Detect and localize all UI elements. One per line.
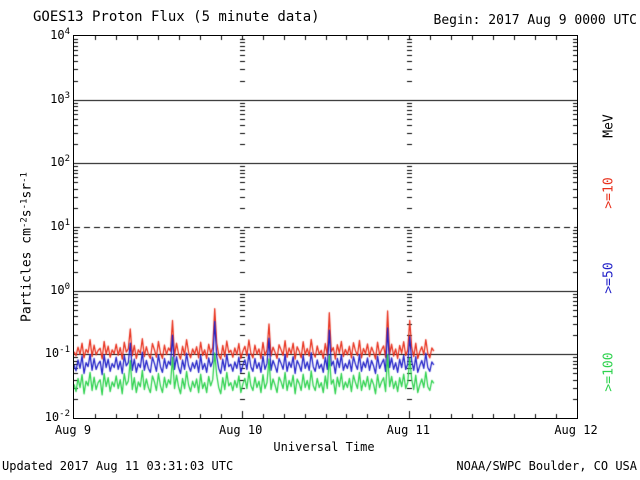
y-tick-exponent: 4 bbox=[64, 27, 70, 37]
x-axis-title: Universal Time bbox=[273, 440, 375, 454]
y-tick-base: 10 bbox=[50, 28, 65, 42]
y-tick-base: 10 bbox=[50, 219, 65, 233]
updated-timestamp: Updated 2017 Aug 11 03:31:03 UTC bbox=[2, 459, 234, 473]
y-tick-label: 102 bbox=[50, 154, 70, 170]
y-tick-exponent: 0 bbox=[64, 281, 70, 292]
right-axis-label-text: >=10 bbox=[601, 177, 617, 209]
y-axis-title-part: -1 bbox=[19, 198, 30, 210]
chart-title: GOES13 Proton Flux (5 minute data) bbox=[33, 9, 320, 25]
y-tick-base: 10 bbox=[44, 346, 60, 361]
y-tick-label: 10-1 bbox=[45, 345, 70, 361]
y-tick-exponent: 1 bbox=[64, 218, 70, 228]
y-tick-label: 10-2 bbox=[45, 409, 70, 425]
y-tick-exponent: -1 bbox=[59, 345, 70, 356]
y-axis-title-part: Particles cm bbox=[19, 228, 35, 322]
x-tick-label: Aug 11 bbox=[386, 423, 431, 437]
y-axis-title-part: sr bbox=[19, 182, 35, 199]
y-tick-label: 103 bbox=[50, 91, 70, 107]
y-axis-title-part: s bbox=[19, 209, 35, 218]
y-axis-title-part: -2 bbox=[19, 217, 30, 229]
begin-timestamp: Begin: 2017 Aug 9 0000 UTC bbox=[433, 13, 638, 28]
y-tick-base: 10 bbox=[50, 155, 65, 170]
right-axis-label-text: MeV bbox=[601, 114, 617, 138]
right-axis-label-text: >=100 bbox=[601, 352, 617, 392]
y-tick-exponent: 2 bbox=[64, 154, 70, 165]
source-credit: NOAA/SWPC Boulder, CO USA bbox=[456, 459, 637, 473]
y-tick-base: 10 bbox=[50, 91, 65, 106]
y-axis-title-text: Particles cm-2s-1sr-1 bbox=[20, 172, 35, 322]
y-tick-label: 100 bbox=[50, 282, 70, 298]
y-tick-label: 101 bbox=[50, 218, 70, 234]
y-tick-base: 10 bbox=[44, 410, 60, 424]
x-tick-label: Aug 10 bbox=[218, 423, 263, 437]
x-tick-label: Aug 12 bbox=[554, 423, 598, 437]
y-tick-exponent: -2 bbox=[59, 409, 70, 419]
y-axis-title-part: -1 bbox=[19, 172, 30, 183]
x-tick-label: Aug 9 bbox=[54, 423, 92, 437]
right-axis-label-text: >=50 bbox=[601, 262, 617, 294]
plot-area bbox=[73, 35, 578, 419]
y-tick-base: 10 bbox=[50, 282, 65, 297]
y-tick-exponent: 3 bbox=[64, 90, 70, 101]
flux-chart-canvas bbox=[74, 36, 577, 418]
y-tick-label: 104 bbox=[50, 27, 70, 43]
